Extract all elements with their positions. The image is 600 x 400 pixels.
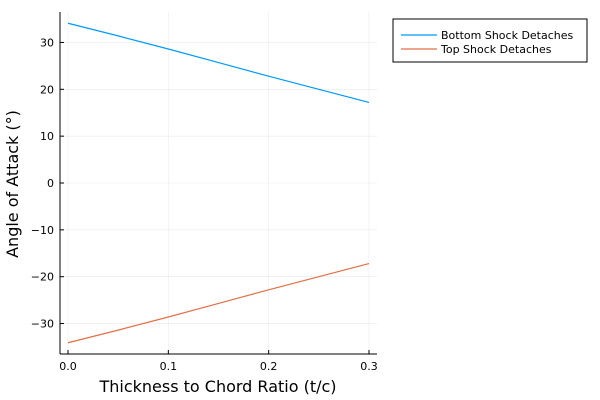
y-tick-label: −20: [31, 271, 54, 284]
y-tick-label: 30: [40, 36, 54, 49]
y-axis-title: Angle of Attack (°): [3, 110, 22, 258]
x-tick-label: 0.3: [360, 360, 378, 373]
grid-lines: [60, 12, 377, 354]
legend: Bottom Shock Detaches Top Shock Detaches: [392, 18, 588, 63]
x-tick-label: 0.2: [260, 360, 278, 373]
x-tick-label: 0.1: [160, 360, 178, 373]
series-line-top-shock: [67, 262, 370, 344]
legend-label-top-shock: Top Shock Detaches: [440, 43, 552, 56]
legend-box: [392, 18, 588, 63]
y-tick-label: 10: [40, 130, 54, 143]
tick-labels: 0.0 0.1 0.2 0.3 −30 −20 −10 0 10 20 30: [31, 36, 378, 373]
tick-marks: [60, 41, 370, 354]
y-tick-label: −30: [31, 318, 54, 331]
series-lines: [67, 22, 370, 344]
y-tick-label: 20: [40, 83, 54, 96]
x-tick-label: 0.0: [59, 360, 77, 373]
x-axis-title: Thickness to Chord Ratio (t/c): [98, 377, 336, 396]
y-tick-label: −10: [31, 224, 54, 237]
series-line-bottom-shock: [67, 22, 370, 104]
y-tick-label: 0: [47, 177, 54, 190]
legend-label-bottom-shock: Bottom Shock Detaches: [441, 29, 574, 42]
